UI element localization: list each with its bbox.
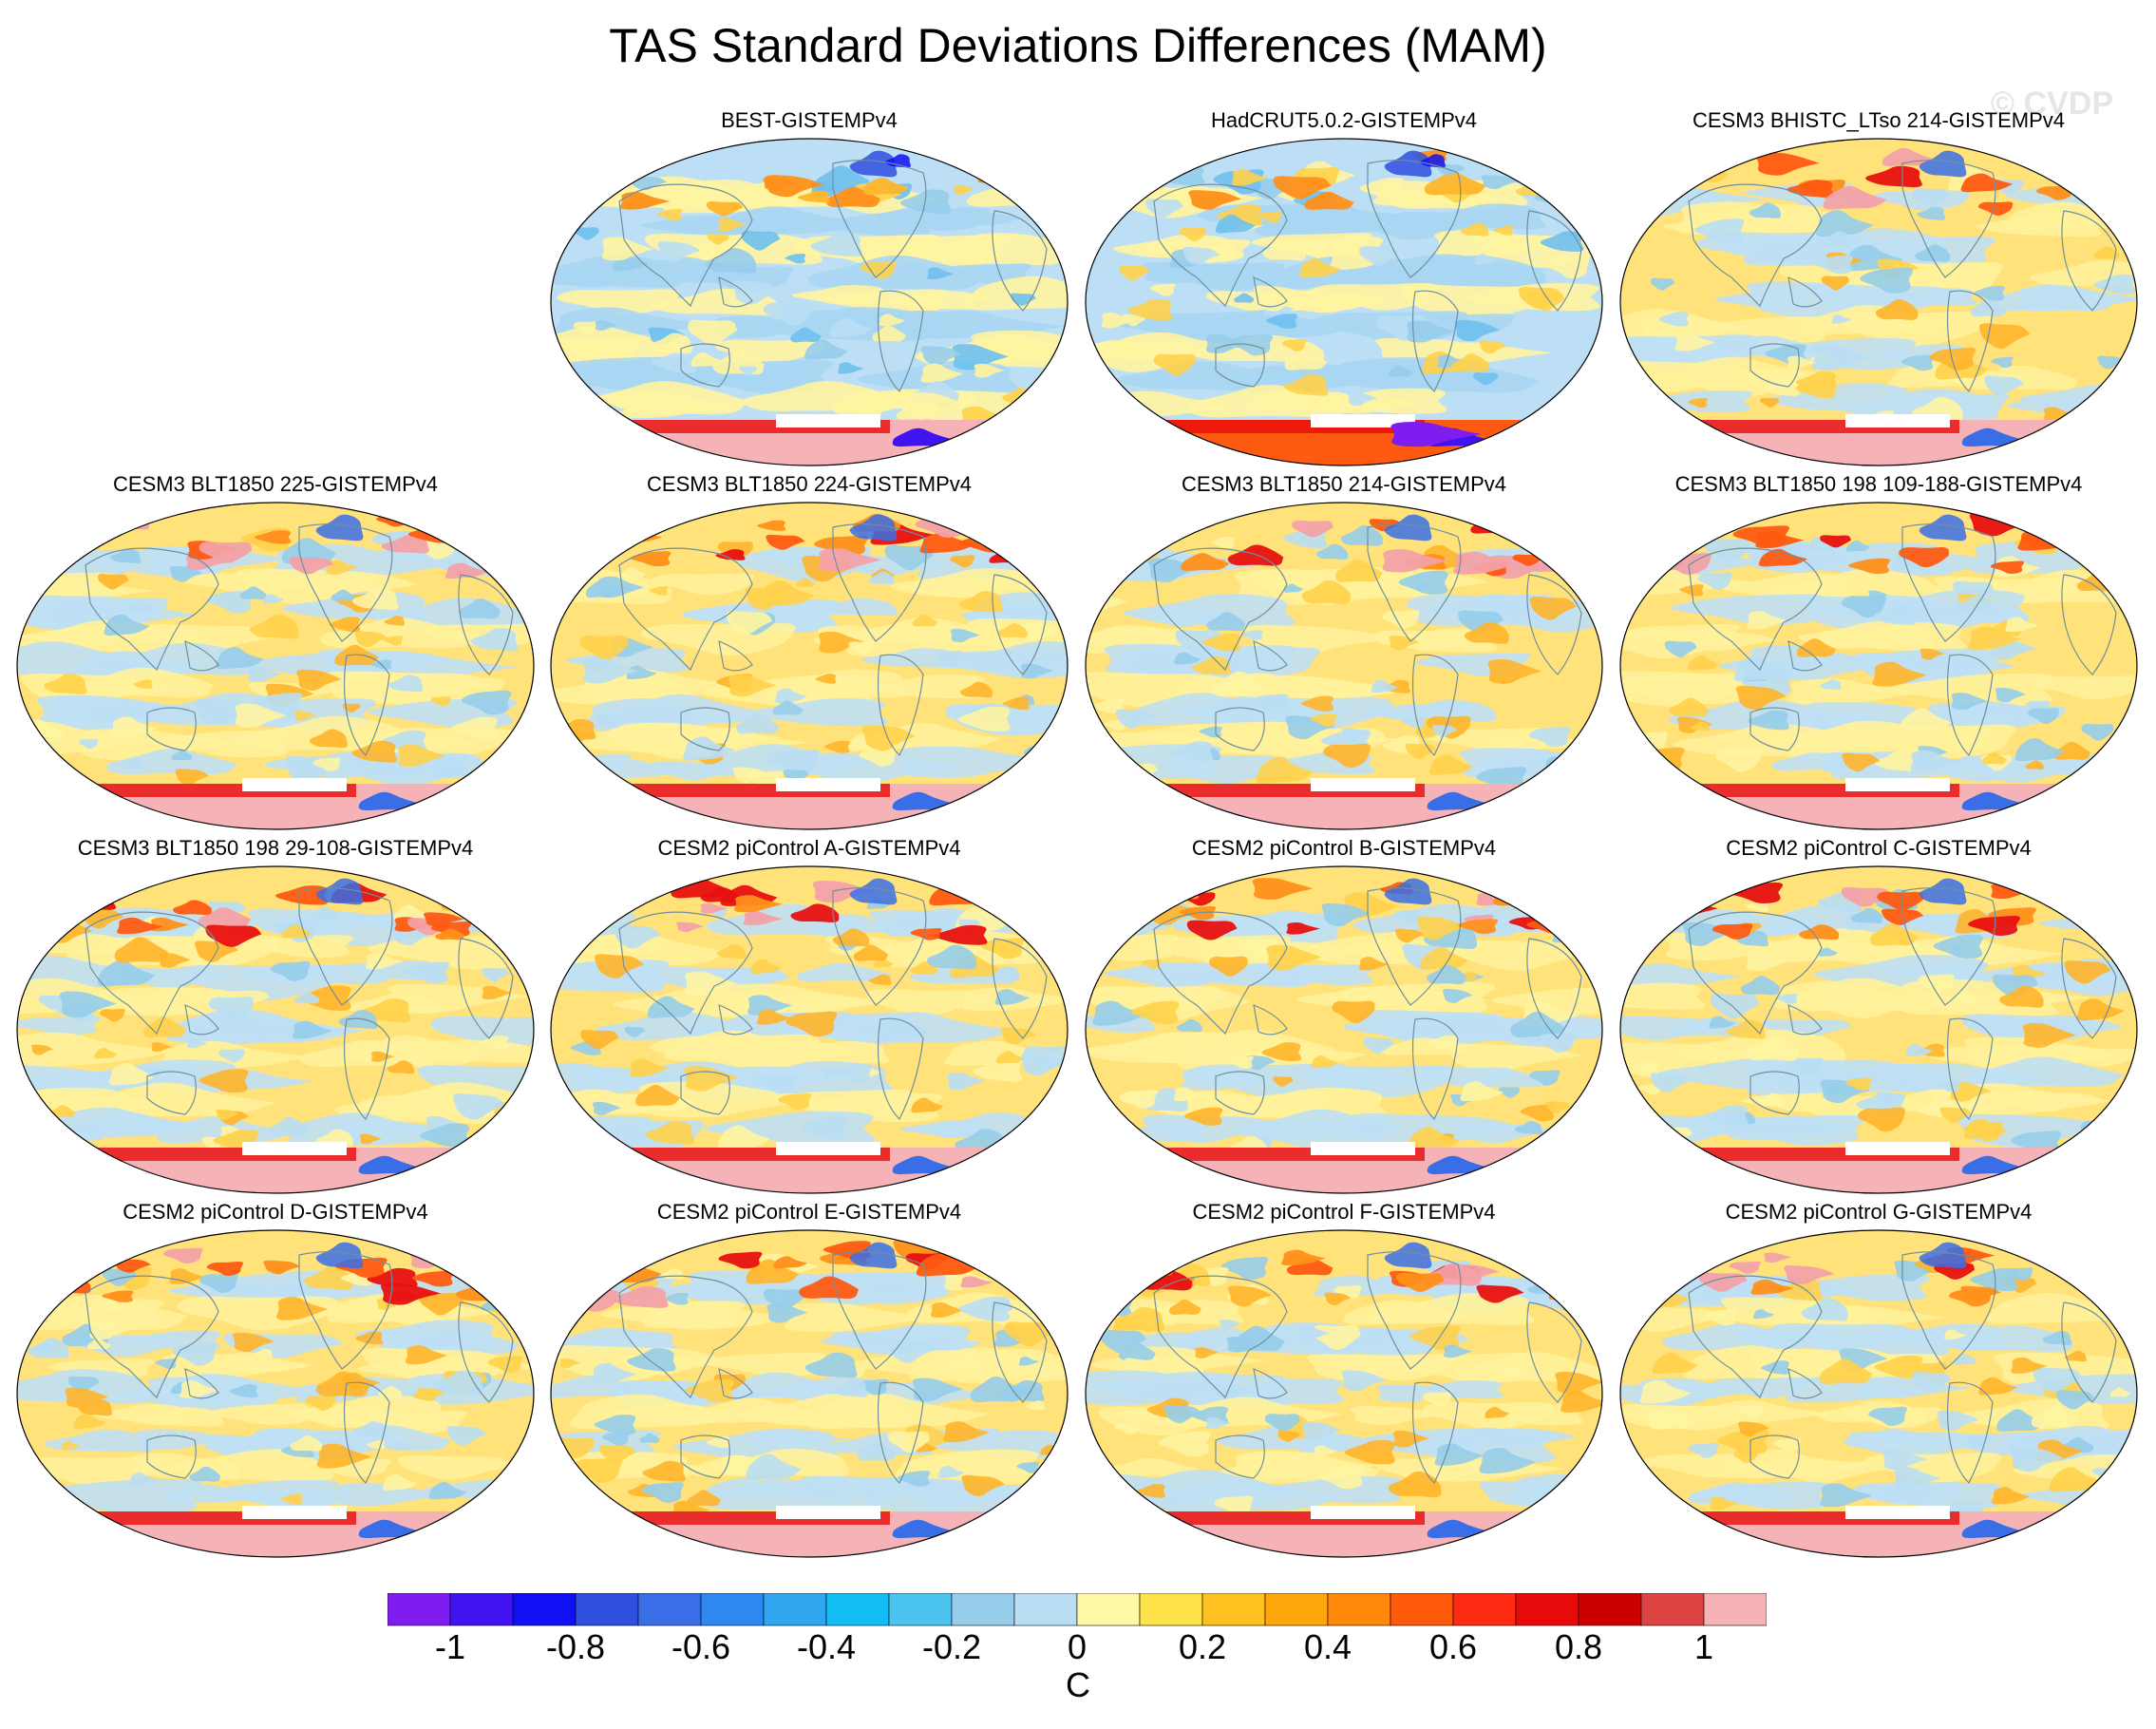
colorbar-swatch (1139, 1593, 1203, 1626)
colorbar-swatch (1201, 1593, 1266, 1626)
colorbar-tick-label: -0.4 (796, 1627, 857, 1666)
colorbar-swatch (637, 1593, 702, 1626)
map-panel: CESM2 piControl G-GISTEMPv4 (1613, 1198, 2145, 1564)
colorbar-swatch (700, 1593, 765, 1626)
world-map (16, 1229, 535, 1558)
colorbar-tick-label: 0.8 (1554, 1627, 1603, 1666)
colorbar-swatch (575, 1593, 639, 1626)
panel-title: CESM2 piControl B-GISTEMPv4 (1191, 836, 1497, 860)
world-map (1619, 502, 2138, 830)
colorbar-tick-label: 0 (1067, 1627, 1087, 1666)
colorbar-tick-label: 1 (1693, 1627, 1714, 1666)
world-map (1085, 502, 1603, 830)
panel-title: CESM2 piControl E-GISTEMPv4 (656, 1200, 962, 1224)
colorbar-swatch (1013, 1593, 1078, 1626)
panel-title: CESM3 BLT1850 214-GISTEMPv4 (1182, 472, 1506, 496)
map-panel: CESM2 piControl D-GISTEMPv4 (9, 1198, 541, 1564)
colorbar-swatch (763, 1593, 827, 1626)
colorbar-swatch (388, 1593, 451, 1626)
world-map (550, 1229, 1069, 1558)
world-map (16, 865, 535, 1194)
panel-title: CESM3 BLT1850 198 109-188-GISTEMPv4 (1674, 472, 2083, 496)
map-panel: CESM3 BLT1850 224-GISTEMPv4 (543, 470, 1075, 836)
colorbar-tick-label: -0.2 (921, 1627, 982, 1666)
colorbar-tick-label: -0.6 (671, 1627, 731, 1666)
world-map (1085, 1229, 1603, 1558)
colorbar-swatch (1703, 1593, 1767, 1626)
map-panel: CESM2 piControl C-GISTEMPv4 (1613, 834, 2145, 1200)
world-map (1619, 138, 2138, 466)
colorbar-swatch (512, 1593, 577, 1626)
map-panel: CESM2 piControl B-GISTEMPv4 (1078, 834, 1610, 1200)
colorbar-swatch (1264, 1593, 1329, 1626)
panel-title: CESM2 piControl D-GISTEMPv4 (123, 1200, 428, 1224)
panel-title: CESM3 BHISTC_LTso 214-GISTEMPv4 (1692, 108, 2066, 132)
world-map (550, 138, 1069, 466)
map-panel: CESM2 piControl E-GISTEMPv4 (543, 1198, 1075, 1564)
colorbar-swatch (1390, 1593, 1454, 1626)
map-panel: CESM3 BLT1850 198 109-188-GISTEMPv4 (1613, 470, 2145, 836)
world-map (1619, 865, 2138, 1194)
panel-title: BEST-GISTEMPv4 (721, 108, 898, 132)
panel-title: CESM3 BLT1850 198 29-108-GISTEMPv4 (77, 836, 474, 860)
colorbar-tick-labels: -1 -0.8 -0.6 -0.4 -0.2 0 0.2 0.4 0.6 0.8 1 (0, 1626, 2156, 1674)
map-panel: CESM3 BHISTC_LTso 214-GISTEMPv4 (1613, 106, 2145, 472)
panel-title: HadCRUT5.0.2-GISTEMPv4 (1211, 108, 1477, 132)
colorbar-tick-label: -1 (434, 1627, 465, 1666)
colorbar-swatch (1327, 1593, 1391, 1626)
panel-title: CESM2 piControl F-GISTEMPv4 (1192, 1200, 1496, 1224)
colorbar-tick-label: 0.6 (1428, 1627, 1478, 1666)
map-panel: CESM3 BLT1850 198 29-108-GISTEMPv4 (9, 834, 541, 1200)
colorbar-tick-label: 0.2 (1178, 1627, 1227, 1666)
panel-title: CESM2 piControl C-GISTEMPv4 (1726, 836, 2032, 860)
colorbar-units: C (1066, 1665, 1090, 1704)
world-map (550, 865, 1069, 1194)
colorbar-swatch (951, 1593, 1015, 1626)
colorbar-swatch (1578, 1593, 1642, 1626)
world-map (16, 502, 535, 830)
panel-title: CESM2 piControl G-GISTEMPv4 (1725, 1200, 2033, 1224)
world-map (1085, 138, 1603, 466)
figure-title: TAS Standard Deviations Differences (MAM… (609, 19, 1547, 72)
panel-title: CESM3 BLT1850 225-GISTEMPv4 (113, 472, 438, 496)
colorbar-swatch (1640, 1593, 1705, 1626)
map-panel: HadCRUT5.0.2-GISTEMPv4 (1078, 106, 1610, 472)
map-panel: CESM2 piControl A-GISTEMPv4 (543, 834, 1075, 1200)
watermark: © CVDP (1991, 86, 2113, 122)
world-map (1619, 1229, 2138, 1558)
colorbar-swatch (825, 1593, 890, 1626)
map-panel: CESM3 BLT1850 214-GISTEMPv4 (1078, 470, 1610, 836)
colorbar-swatch (1515, 1593, 1579, 1626)
colorbar-swatch (1076, 1593, 1141, 1626)
map-panel: CESM3 BLT1850 225-GISTEMPv4 (9, 470, 541, 836)
world-map (1085, 865, 1603, 1194)
map-panel: CESM2 piControl F-GISTEMPv4 (1078, 1198, 1610, 1564)
colorbar-swatch (888, 1593, 953, 1626)
colorbar-tick-label: -0.8 (545, 1627, 606, 1666)
map-panel: BEST-GISTEMPv4 (543, 106, 1075, 472)
colorbar (388, 1593, 1767, 1626)
panel-title: CESM2 piControl A-GISTEMPv4 (657, 836, 961, 860)
colorbar-swatch (1452, 1593, 1517, 1626)
world-map (550, 502, 1069, 830)
panel-title: CESM3 BLT1850 224-GISTEMPv4 (647, 472, 972, 496)
colorbar-swatch (449, 1593, 514, 1626)
colorbar-tick-label: 0.4 (1303, 1627, 1352, 1666)
